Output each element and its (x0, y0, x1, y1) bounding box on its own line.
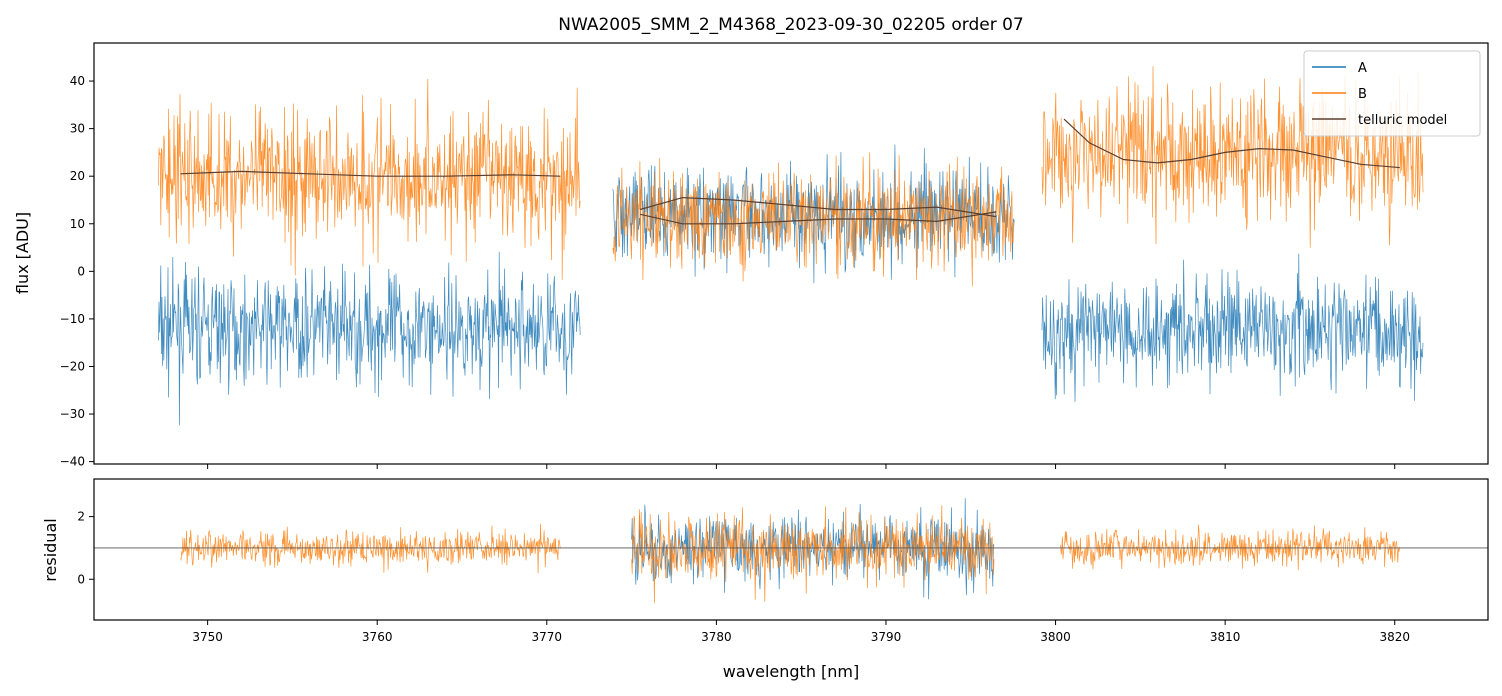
main-y-tick-label: 40 (70, 74, 85, 88)
x-tick-label: 3770 (532, 630, 563, 644)
residual-y-axis-label: residual (41, 518, 60, 581)
series-b-segment-2 (612, 152, 1015, 287)
x-tick-label: 3790 (871, 630, 902, 644)
x-axis-label: wavelength [nm] (723, 662, 860, 681)
x-tick-label: 3820 (1379, 630, 1410, 644)
main-series-group (158, 66, 1424, 426)
main-y-tick-label: 20 (70, 169, 85, 183)
legend-label-b: B (1358, 87, 1367, 102)
series-a-segment-3 (1041, 253, 1424, 402)
residual-b-segment-1 (180, 523, 561, 574)
main-y-axis: −40 −30 −20 −10 0 10 20 30 40 (60, 74, 94, 469)
main-y-tick-label: 10 (70, 217, 85, 231)
x-tick-label: 3810 (1210, 630, 1241, 644)
main-y-tick-label: −40 (60, 455, 85, 469)
legend-label-telluric: telluric model (1358, 113, 1447, 128)
residual-x-axis: 3750 3760 3770 3780 3790 3800 3810 3820 (192, 620, 1410, 644)
main-y-tick-label: −30 (60, 407, 85, 421)
chart-title: NWA2005_SMM_2_M4368_2023-09-30_02205 ord… (558, 15, 1024, 35)
residual-y-tick-label: 0 (77, 572, 85, 586)
residual-axes-frame (93, 478, 1489, 621)
x-tick-label: 3760 (362, 630, 393, 644)
residual-b-segment-3 (1060, 524, 1400, 571)
telluric-model-segment-2b (639, 211, 997, 225)
x-tick-label: 3780 (701, 630, 732, 644)
legend-box (1303, 50, 1481, 137)
series-b-segment-3 (1041, 66, 1424, 248)
main-y-tick-label: 30 (70, 122, 85, 136)
telluric-model-segment-3 (1063, 118, 1400, 169)
main-x-axis (207, 464, 1396, 469)
main-data-layer (158, 66, 1424, 426)
main-axes-frame (93, 42, 1489, 465)
residual-data-layer (94, 498, 1488, 604)
x-tick-label: 3800 (1040, 630, 1071, 644)
residual-y-axis: 02 (77, 510, 94, 586)
series-a-segment-1 (158, 251, 581, 426)
telluric-model-segment-2 (639, 196, 997, 218)
residual-y-tick-label: 2 (77, 510, 85, 524)
main-plot-panel: −40 −30 −20 −10 0 10 20 30 40 flux [ADU] (13, 42, 1489, 469)
residual-b-segment-2 (631, 505, 995, 604)
main-y-tick-label: −20 (60, 359, 85, 373)
main-y-axis-label: flux [ADU] (13, 212, 32, 294)
x-tick-label: 3750 (192, 630, 223, 644)
residual-series-group (94, 498, 1488, 604)
main-y-tick-label: −10 (60, 312, 85, 326)
series-b-segment-1 (158, 78, 581, 280)
legend: A B telluric model (1303, 50, 1481, 137)
main-y-tick-label: 0 (77, 264, 85, 278)
telluric-model-segment-1 (180, 170, 561, 177)
legend-label-a: A (1358, 61, 1367, 76)
residual-plot-panel: 02 3750 3760 3770 3780 3790 3800 3810 3820 resi… (41, 478, 1489, 681)
